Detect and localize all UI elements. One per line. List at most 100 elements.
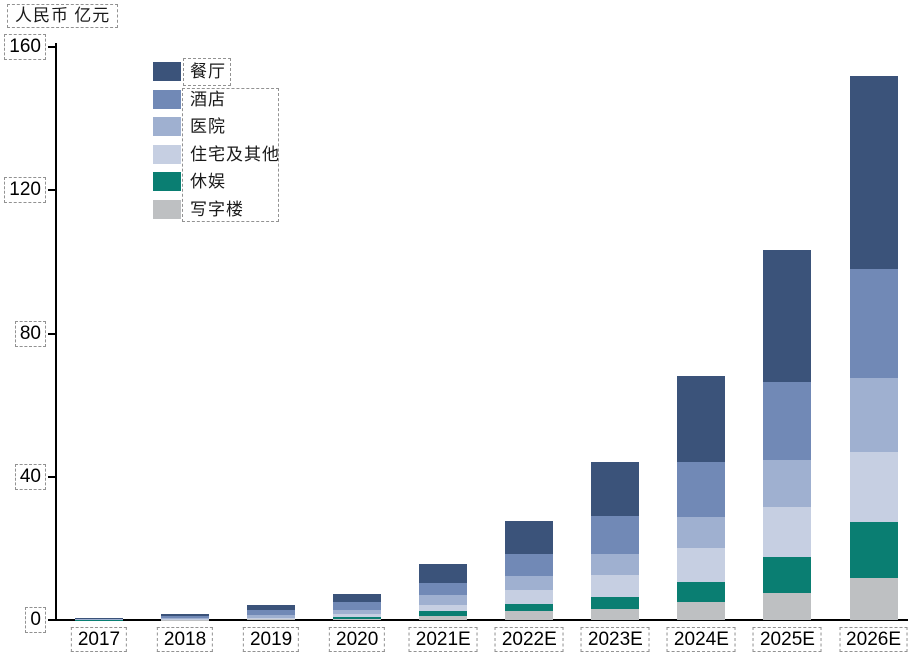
bar-segment-酒店 <box>75 618 123 620</box>
bar-segment-酒店 <box>591 516 640 555</box>
bar-segment-餐厅 <box>247 604 296 610</box>
bar-segment-餐厅 <box>505 521 554 554</box>
y-tick-label: 160 <box>9 36 41 57</box>
bar-segment-医院 <box>419 594 468 605</box>
y-tick-mark <box>48 189 55 192</box>
x-tick-label-box: 2023E <box>580 627 650 652</box>
legend-swatch <box>153 144 181 164</box>
stacked-bar-2022E <box>505 521 554 620</box>
y-axis-title: 人民币 亿元 <box>15 6 111 25</box>
bar-segment-餐厅 <box>677 375 726 462</box>
bar-segment-医院 <box>505 575 554 590</box>
bar-segment-医院 <box>161 618 210 620</box>
legend-label: 酒店 <box>190 89 226 109</box>
legend-label: 休娱 <box>190 172 226 191</box>
y-tick-label: 40 <box>19 465 41 487</box>
x-tick-label-box: 2026E <box>839 627 909 652</box>
legend-item: 住宅及其他 <box>153 144 280 164</box>
legend-item: 医院 <box>153 117 280 136</box>
bar-segment-住宅及其他 <box>849 452 898 522</box>
legend: 餐厅酒店医院住宅及其他休娱写字楼 <box>153 62 280 227</box>
bar-segment-餐厅 <box>161 613 210 616</box>
bar-segment-写字楼 <box>333 618 382 620</box>
bar-segment-写字楼 <box>849 578 898 620</box>
bar-segment-住宅及其他 <box>505 589 554 604</box>
bar-segment-写字楼 <box>419 616 468 620</box>
legend-label: 写字楼 <box>190 199 244 219</box>
stacked-bar-2017 <box>75 617 123 620</box>
bar-segment-休娱 <box>849 521 898 579</box>
x-tick-label: 2024E <box>673 629 729 650</box>
x-tick-label-box: 2020 <box>329 627 386 652</box>
y-tick-label-box: 160 <box>4 34 46 60</box>
bar-segment-写字楼 <box>677 601 726 620</box>
y-tick-label-box: 0 <box>25 607 46 633</box>
y-tick-mark <box>48 332 55 335</box>
bar-segment-餐厅 <box>849 76 898 270</box>
bar-segment-餐厅 <box>333 593 382 603</box>
bar-segment-休娱 <box>419 611 468 617</box>
bar-segment-酒店 <box>247 609 296 615</box>
x-tick-label: 2017 <box>77 629 121 650</box>
legend-label: 医院 <box>190 117 226 136</box>
legend-item: 餐厅 <box>153 62 280 81</box>
x-tick-label-box: 2021E <box>408 627 478 652</box>
legend-annotation-box-first <box>183 58 231 86</box>
stacked-bar-2024E <box>677 375 726 620</box>
bar-segment-医院 <box>247 614 296 618</box>
bar-segment-住宅及其他 <box>677 548 726 582</box>
stacked-bar-2026E <box>849 76 898 620</box>
bar-segment-医院 <box>677 516 726 549</box>
bar-segment-酒店 <box>333 602 382 610</box>
stacked-bar-2025E <box>763 250 812 620</box>
bar-segment-酒店 <box>849 269 898 378</box>
bar-segment-餐厅 <box>763 250 812 382</box>
stacked-bar-2020 <box>333 593 382 620</box>
x-tick-label: 2022E <box>501 629 557 650</box>
x-tick-label: 2023E <box>587 629 643 650</box>
bar-segment-住宅及其他 <box>763 507 812 557</box>
bar-segment-医院 <box>849 377 898 453</box>
bar-segment-写字楼 <box>247 619 296 620</box>
y-tick-label: 0 <box>30 609 41 630</box>
bar-segment-住宅及其他 <box>419 604 468 612</box>
legend-item: 写字楼 <box>153 199 280 219</box>
x-axis-line <box>55 619 908 621</box>
x-tick-label-box: 2019 <box>242 627 300 652</box>
legend-swatch <box>153 172 181 191</box>
legend-annotation-box-rest <box>182 88 279 222</box>
y-tick-label: 120 <box>9 179 41 201</box>
bar-segment-休娱 <box>677 581 726 602</box>
bar-segment-休娱 <box>505 603 554 612</box>
legend-label: 住宅及其他 <box>190 144 280 164</box>
bar-segment-住宅及其他 <box>333 613 382 617</box>
y-axis-line <box>55 43 57 621</box>
x-tick-label-box: 2017 <box>70 627 128 652</box>
x-tick-label: 2018 <box>163 629 207 650</box>
stacked-bar-2021E <box>419 563 468 620</box>
y-tick-mark <box>48 619 55 621</box>
legend-swatch <box>153 199 181 219</box>
x-tick-label-box: 2022E <box>494 627 564 652</box>
y-tick-label-box: 120 <box>4 177 46 204</box>
y-tick-label-box: 40 <box>14 463 46 490</box>
y-tick-mark <box>48 46 55 48</box>
y-axis-title-box: 人民币 亿元 <box>7 4 119 28</box>
bar-segment-写字楼 <box>591 609 640 620</box>
bar-segment-休娱 <box>247 618 296 620</box>
bar-segment-医院 <box>763 460 812 508</box>
bar-segment-酒店 <box>161 615 210 619</box>
bar-segment-医院 <box>333 609 382 614</box>
bar-segment-休娱 <box>333 616 382 619</box>
stacked-bar-2019 <box>247 604 296 620</box>
bar-segment-写字楼 <box>505 611 554 620</box>
bar-segment-酒店 <box>505 553 554 576</box>
bar-segment-酒店 <box>763 381 812 461</box>
legend-item: 休娱 <box>153 172 280 191</box>
bar-segment-餐厅 <box>75 617 123 619</box>
y-tick-mark <box>48 475 55 478</box>
legend-swatch <box>153 89 181 109</box>
bar-segment-住宅及其他 <box>591 574 640 598</box>
bar-segment-餐厅 <box>591 462 640 517</box>
